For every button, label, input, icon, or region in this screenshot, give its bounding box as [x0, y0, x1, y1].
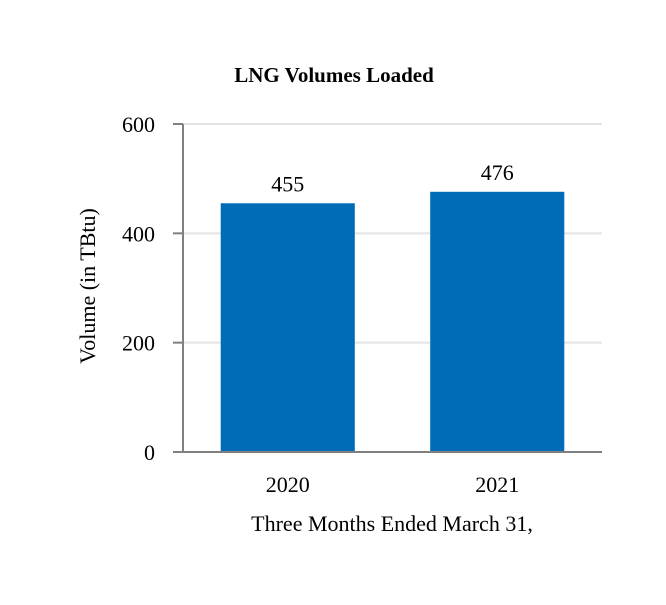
data-label-2020: 455	[271, 171, 304, 196]
y-ticks: 0 200 400 600	[122, 112, 183, 465]
x-tick-label-2020: 2020	[266, 472, 310, 497]
bars	[220, 191, 565, 452]
y-tick-label: 0	[144, 440, 155, 465]
bar-2020	[220, 203, 355, 452]
data-labels: 455 476	[271, 160, 514, 196]
data-label-2021: 476	[481, 160, 514, 185]
axes	[173, 124, 602, 453]
bar-2021	[430, 191, 565, 452]
y-tick-label: 400	[122, 221, 155, 246]
chart-title: LNG Volumes Loaded	[234, 63, 434, 87]
x-axis-label: Three Months Ended March 31,	[251, 511, 533, 536]
y-axis-label: Volume (in TBtu)	[75, 208, 100, 364]
y-tick-label: 200	[122, 331, 155, 356]
x-tick-label-2021: 2021	[475, 472, 519, 497]
x-ticks: 2020 2021	[266, 472, 520, 497]
y-tick-label: 600	[122, 112, 155, 137]
